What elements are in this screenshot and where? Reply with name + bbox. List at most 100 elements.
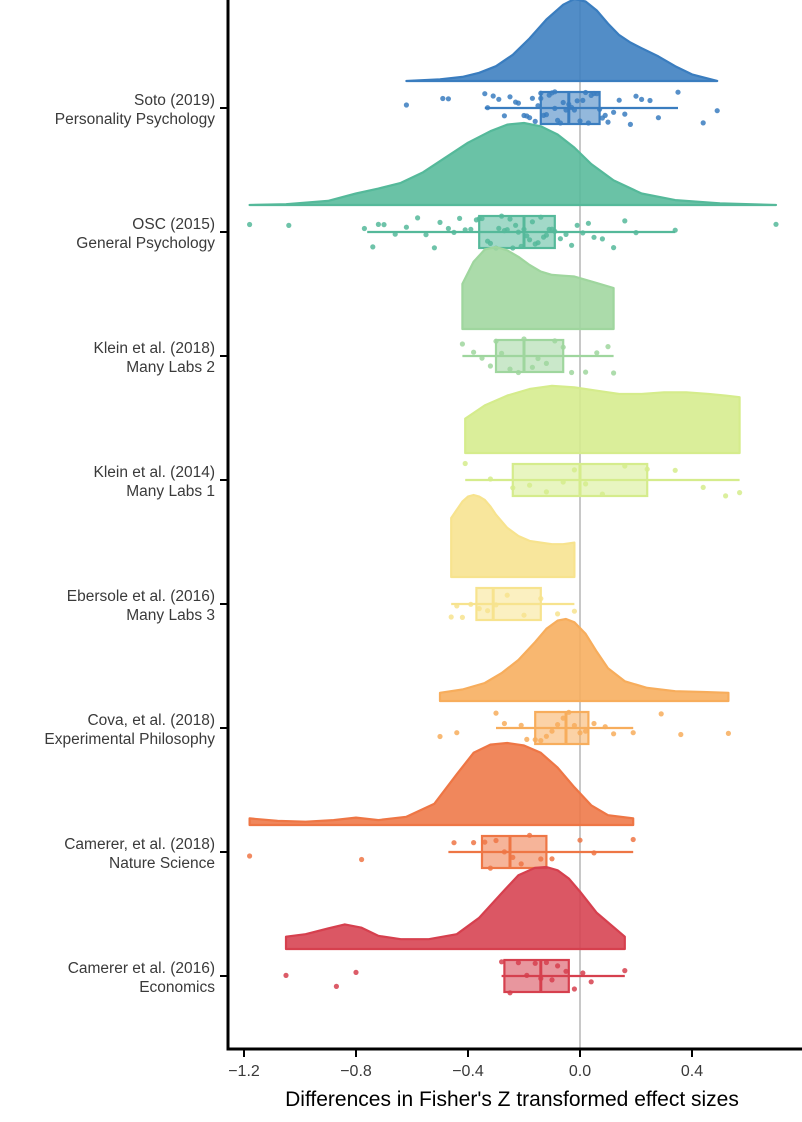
data-point xyxy=(496,96,502,102)
data-point xyxy=(532,960,538,966)
data-point xyxy=(504,592,510,598)
data-point xyxy=(529,95,536,101)
data-point xyxy=(499,959,505,965)
category-label-line2: Experimental Philosophy xyxy=(44,731,215,748)
data-point xyxy=(585,120,592,126)
data-point xyxy=(543,112,550,118)
data-point xyxy=(552,338,558,344)
data-point xyxy=(403,102,409,108)
data-point xyxy=(552,105,558,111)
data-point xyxy=(611,245,617,251)
data-point xyxy=(591,720,597,727)
box-iqr xyxy=(475,586,542,622)
data-point xyxy=(543,489,550,495)
data-point xyxy=(448,614,454,620)
data-point xyxy=(538,90,544,96)
x-tick-label: −0.4 xyxy=(452,1063,484,1080)
data-point xyxy=(524,233,530,239)
data-point xyxy=(487,363,493,369)
data-point xyxy=(633,230,639,236)
data-point xyxy=(658,711,664,717)
series-group xyxy=(247,121,779,251)
density-cloud xyxy=(464,384,741,455)
data-point xyxy=(507,94,513,100)
density-cloud xyxy=(248,741,635,827)
category-label-line2: Many Labs 2 xyxy=(126,359,215,376)
data-point xyxy=(286,222,292,228)
data-point xyxy=(375,221,381,227)
category-label-line2: Nature Science xyxy=(109,855,215,872)
category-label-line1: Klein et al. (2014) xyxy=(94,464,216,481)
data-point xyxy=(529,219,536,225)
data-point xyxy=(678,731,684,738)
data-point xyxy=(501,720,507,727)
data-point xyxy=(611,731,617,737)
data-point xyxy=(445,96,451,102)
data-point xyxy=(563,231,569,237)
data-point xyxy=(507,990,513,996)
data-point xyxy=(574,222,580,228)
data-point xyxy=(454,603,460,609)
data-point xyxy=(644,466,650,472)
data-point xyxy=(247,853,253,859)
density-cloud xyxy=(461,245,615,331)
data-point xyxy=(580,97,586,103)
category-label-line1: Ebersole et al. (2016) xyxy=(67,588,215,605)
series-group xyxy=(437,617,732,746)
data-point xyxy=(524,972,530,979)
data-point xyxy=(471,840,477,846)
data-point xyxy=(633,93,639,99)
data-point xyxy=(560,479,566,485)
data-point xyxy=(437,733,443,740)
data-point xyxy=(622,218,628,224)
data-point xyxy=(597,106,603,112)
x-tick-label: −0.8 xyxy=(340,1063,372,1080)
series-group xyxy=(283,865,628,996)
data-point xyxy=(515,369,522,376)
data-point xyxy=(627,121,634,127)
data-point xyxy=(543,733,550,739)
data-point xyxy=(496,225,502,231)
data-point xyxy=(583,89,589,96)
data-point xyxy=(527,237,533,243)
data-point xyxy=(521,226,527,232)
data-point xyxy=(549,856,555,862)
data-point xyxy=(487,865,493,871)
data-point xyxy=(591,234,597,240)
data-point xyxy=(462,460,468,467)
data-point xyxy=(501,113,507,119)
data-point xyxy=(499,350,505,356)
data-point xyxy=(560,99,566,106)
data-point xyxy=(714,108,720,114)
data-point xyxy=(353,969,359,976)
category-label-line1: Klein et al. (2018) xyxy=(94,340,216,357)
data-point xyxy=(569,242,575,248)
category-label-line1: Cova, et al. (2018) xyxy=(87,712,215,729)
data-point xyxy=(700,484,706,490)
density-cloud xyxy=(248,121,778,207)
data-point xyxy=(459,614,465,621)
data-point xyxy=(577,118,583,124)
series-group xyxy=(448,493,578,622)
density-cloud xyxy=(405,0,719,83)
data-point xyxy=(510,485,516,491)
data-point xyxy=(493,338,499,344)
data-point xyxy=(501,849,507,855)
data-point xyxy=(468,601,474,607)
category-label-line1: Camerer, et al. (2018) xyxy=(64,836,215,853)
data-point xyxy=(504,227,510,233)
data-point xyxy=(493,837,499,844)
data-point xyxy=(538,975,544,982)
x-tick-label: −1.2 xyxy=(228,1063,260,1080)
data-point xyxy=(471,349,477,355)
data-point xyxy=(518,722,524,728)
data-point xyxy=(549,977,555,983)
category-label-line1: OSC (2015) xyxy=(132,216,215,233)
data-point xyxy=(518,861,524,867)
data-point xyxy=(555,963,561,969)
data-point xyxy=(543,232,550,238)
data-point xyxy=(515,960,522,966)
data-point xyxy=(370,244,376,250)
data-point xyxy=(361,225,367,232)
